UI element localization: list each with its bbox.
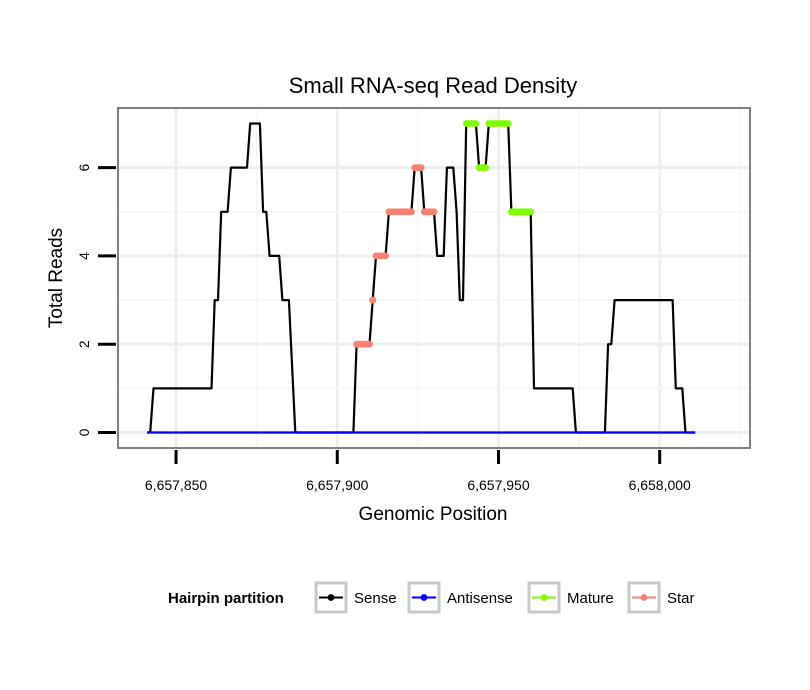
legend-label-antisense: Antisense [447,590,513,607]
chart-title: Small RNA-seq Read Density [289,73,578,98]
y-axis-title: Total Reads [46,228,67,328]
legend-label-mature: Mature [567,590,614,607]
gridlines [118,108,750,448]
series-point-mature [504,120,512,127]
series-point-star [366,340,373,348]
y-tick-label: 6 [76,164,92,172]
series-point-mature [482,164,489,172]
y-tick-label: 2 [76,340,92,348]
series-layer [147,120,696,434]
series-point-mature [527,208,535,216]
plot-panel-border [117,107,751,449]
series-point-star [408,208,415,216]
series-point-star [417,164,425,172]
y-tick-label: 0 [76,428,92,436]
x-tick-label: 6,657,900 [306,477,368,493]
x-axis-title: Genomic Position [359,504,508,525]
series-point-star [382,252,389,260]
legend-marker-antisense [420,594,428,601]
x-tick-label: 6,657,950 [467,477,529,493]
legend: Hairpin partition Sense Antisense Mature St… [168,581,695,614]
x-tick-label: 6,657,850 [145,477,207,493]
legend-label-sense: Sense [354,590,397,607]
legend-label-star: Star [667,590,695,607]
x-tick-label: 6,658,000 [629,477,691,493]
series-point-star [369,296,377,304]
axes: 6,657,850 6,657,900 6,657,950 6,658,000 0 2 4 6 [76,164,691,493]
series-point-mature [472,120,480,127]
legend-title: Hairpin partition [168,590,284,607]
legend-marker-sense [327,594,335,601]
legend-marker-mature [540,594,548,601]
legend-marker-star [640,594,648,601]
series-point-star [430,208,438,216]
y-tick-label: 4 [76,252,92,260]
